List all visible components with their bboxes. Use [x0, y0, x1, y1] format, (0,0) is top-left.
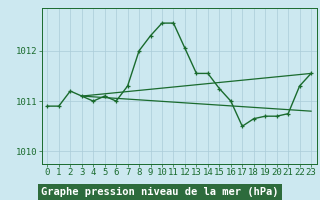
Text: Graphe pression niveau de la mer (hPa): Graphe pression niveau de la mer (hPa) — [41, 187, 279, 197]
